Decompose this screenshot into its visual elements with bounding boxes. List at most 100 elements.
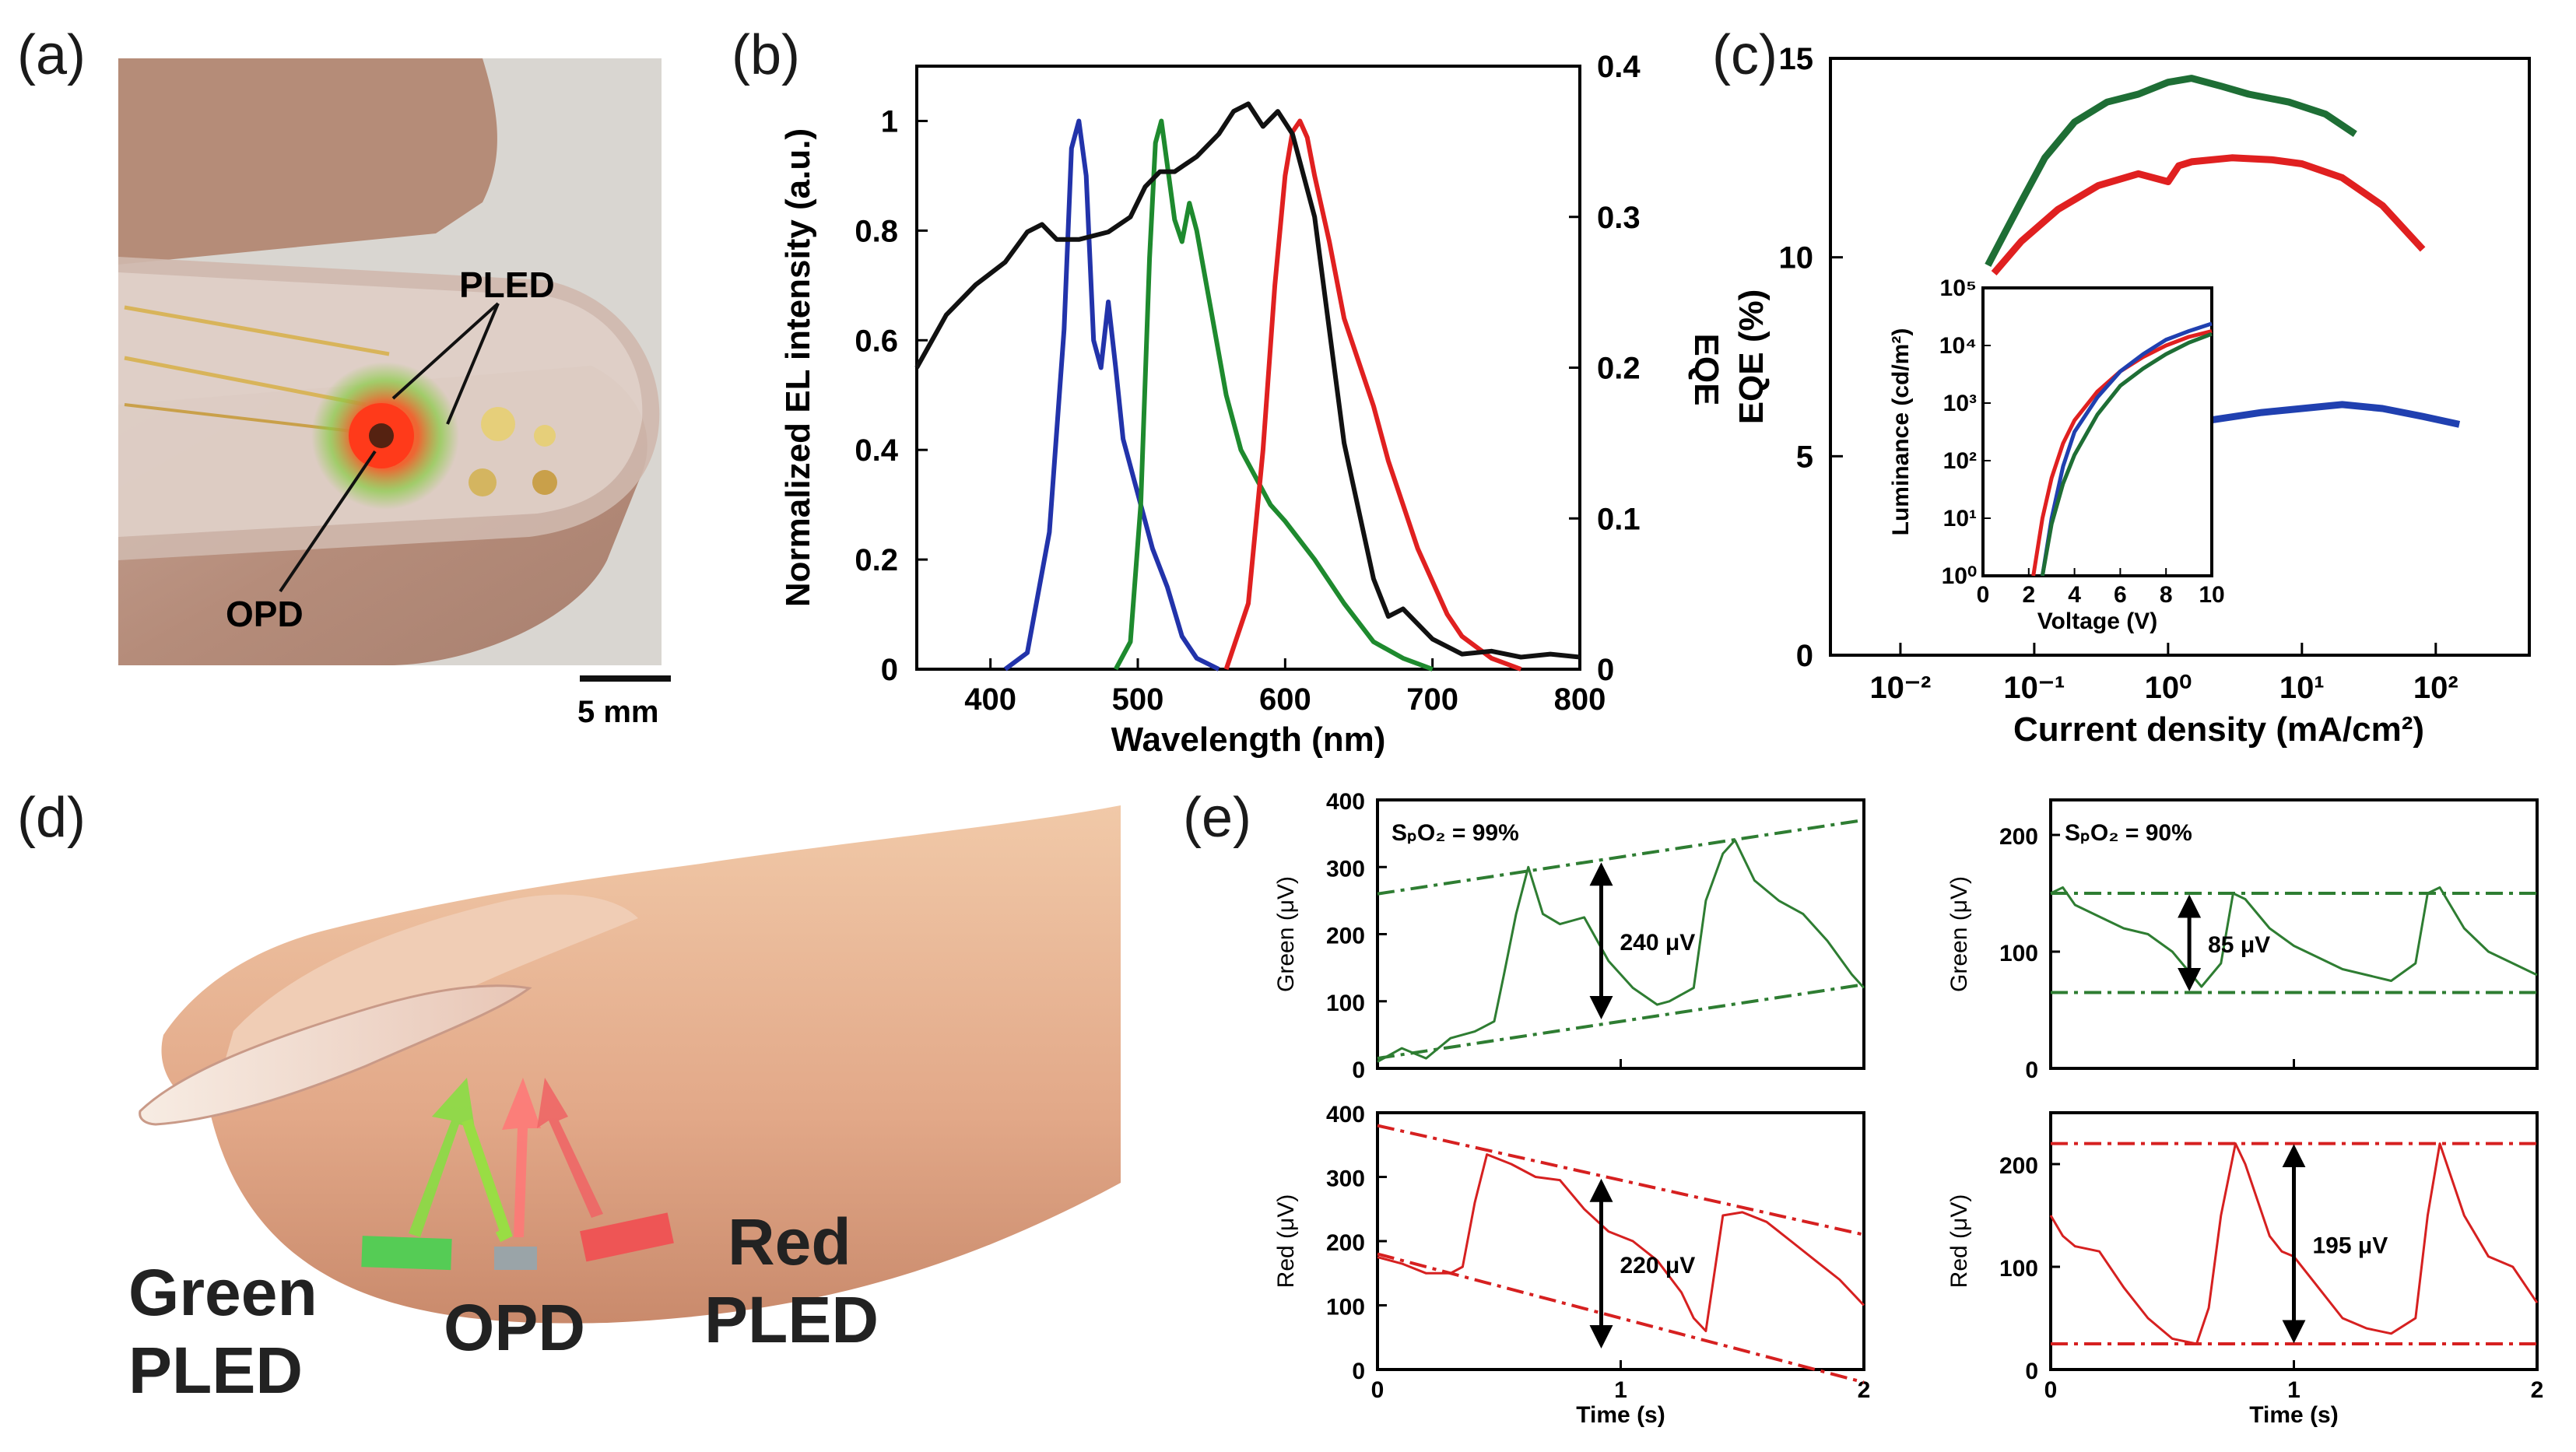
chart-e3-ytick-label: 200: [1999, 824, 2038, 850]
chart-e1-ytick-label: 100: [1326, 991, 1365, 1016]
chart-b-xlabel: Wavelength (nm): [1111, 721, 1386, 759]
chart-c-ytick-label: 15: [1779, 42, 1814, 76]
chart-e1-ytick-label: 400: [1326, 789, 1365, 815]
chart-e3-ylabel: Green (μV): [1946, 876, 1972, 992]
panel-b-letter: (b): [732, 24, 800, 86]
chart-e2-ylabel: Red (μV): [1273, 1194, 1299, 1289]
chart-e1-guide-line: [1377, 983, 1865, 1061]
chart-b-ytick-label: 0.8: [855, 214, 898, 248]
chart-e1-ytick-label: 300: [1326, 856, 1365, 882]
chart-c-inset-xtick-label: 0: [1977, 582, 1990, 608]
panel-d-letter: (d): [17, 787, 86, 849]
chart-b-series-el-green: [1113, 118, 1434, 672]
chart-e4-xlabel: Time (s): [2249, 1402, 2338, 1428]
chart-c-series-green: [1985, 75, 2357, 267]
chart-c-ylabel: EQE (%): [1732, 289, 1771, 425]
chart-b-ytick-label: 1: [881, 104, 898, 139]
chart-b-ytick-label: 0: [881, 653, 898, 687]
chart-c-inset-xtick-label: 6: [2114, 582, 2127, 608]
chart-b-series-el-blue: [1003, 118, 1220, 672]
chart-b-xtick-label: 400: [964, 682, 1016, 717]
chart-c-inset-xlabel: Voltage (V): [2037, 609, 2157, 634]
chart-e4-ytick-label: 200: [1999, 1153, 2038, 1179]
chart-b-series-el-red: [1223, 118, 1522, 672]
chart-b: 400 500 600 700 80000.20.40.60.8100.10.20.30…: [779, 50, 1725, 759]
chart-e-green-90: 0 100 200 Green (μV) SₚO₂ = 90% 85 μV: [1946, 798, 2539, 1083]
pled-pointer-1: [391, 302, 500, 400]
opd-pointer: [279, 450, 377, 593]
label-red-pled-line1: Red: [728, 1205, 851, 1278]
label-opd-illustration: OPD: [444, 1291, 585, 1364]
panel-a-photo: [118, 58, 662, 665]
panel-c-letter: (c): [1712, 24, 1778, 86]
chart-b-ylabel: Normalized EL intensity (a.u.): [779, 128, 817, 607]
chart-e4-series: [2049, 1142, 2539, 1345]
chart-c-inset-ylabel: Luminance (cd/m²): [1888, 328, 1914, 536]
chart-e-red-99: 0 100 200 300 400 0 1 2 Time (s) Red (μV) 220 μV: [1273, 1102, 1870, 1428]
chart-e1-ytick-label: 200: [1326, 924, 1365, 949]
chart-e4-ylabel: Red (μV): [1946, 1194, 1972, 1289]
chart-e1-series: [1377, 839, 1865, 1063]
chart-c-xtick-label: 10⁻¹: [2003, 671, 2065, 705]
chart-c-inset-ytick-label: 10³: [1943, 391, 1977, 416]
chart-c-inset-xtick-label: 8: [2160, 582, 2173, 608]
label-green-pled-line2: PLED: [128, 1334, 303, 1407]
chart-c-xlabel: Current density (mA/cm²): [2013, 710, 2424, 749]
panel-a-letter: (a): [17, 24, 86, 86]
chart-b-y2tick-label: 0.4: [1597, 50, 1641, 84]
chart-c-ytick-label: 10: [1779, 241, 1814, 275]
scale-bar-label: 5 mm: [577, 695, 659, 729]
chart-c-inset-ytick-label: 10⁴: [1939, 333, 1977, 359]
chart-e2-ytick-label: 100: [1326, 1295, 1365, 1320]
chart-c-inset-xtick-label: 10: [2199, 582, 2224, 608]
chart-b-y2tick-label: 0: [1597, 653, 1614, 687]
chart-e2-ytick-label: 300: [1326, 1166, 1365, 1192]
chart-c-inset-series-red: [2031, 329, 2213, 577]
chart-e2-guide-line: [1377, 1124, 1865, 1236]
chart-c-inset-series-blue: [2040, 321, 2213, 577]
chart-b-xtick-label: 700: [1406, 682, 1458, 717]
chart-c: 10⁻² 10⁻¹ 10⁰ 10¹ 10² 0 5 10 15 Current density (…: [1732, 42, 2531, 749]
chart-e2-xlabel: Time (s): [1576, 1402, 1665, 1428]
chart-c-inset-series-green: [2040, 331, 2213, 577]
chart-b-xtick-label: 600: [1259, 682, 1311, 717]
chart-e1-title: SₚO₂ = 99%: [1392, 820, 1519, 846]
chart-e3-ytick-label: 100: [1999, 941, 2038, 966]
chart-c-frame: [1829, 57, 2531, 657]
panel-e-letter: (e): [1183, 787, 1251, 849]
chart-e2-xtick-label: 0: [1371, 1377, 1385, 1403]
chart-c-inset-ytick-label: 10⁵: [1940, 275, 1977, 301]
chart-e2-xtick-label: 1: [1614, 1377, 1627, 1403]
chart-e-red-90: 0 100 200 0 1 2 Time (s) Red (μV) 195 μV: [1946, 1111, 2544, 1428]
chart-e1-ytick-label: 0: [1352, 1057, 1365, 1083]
chart-e4-ytick-label: 100: [1999, 1256, 2038, 1282]
chart-e3-ytick-label: 0: [2025, 1057, 2038, 1083]
label-opd: OPD: [226, 594, 304, 634]
chart-b-frame: [915, 65, 1581, 671]
chart-e2-guide-line: [1377, 1252, 1865, 1384]
chart-b-y2label: EQE: [1687, 334, 1725, 406]
chart-e4-ytick-label: 0: [2025, 1359, 2038, 1384]
chart-e-green-99: 0 100 200 300 400 Green (μV) SₚO₂ = 99% 240 μV: [1273, 789, 1865, 1083]
chart-e2-series: [1377, 1153, 1865, 1332]
chart-e4-xtick-label: 2: [2531, 1377, 2544, 1403]
chart-b-xtick-label: 800: [1554, 682, 1606, 717]
chart-b-y2tick-label: 0.1: [1597, 502, 1641, 536]
chart-c-xtick-label: 10²: [2413, 671, 2458, 705]
chart-e2-ytick-label: 200: [1326, 1230, 1365, 1256]
chart-e4-annotation: 195 μV: [2313, 1233, 2388, 1258]
chart-e2-annotation: 220 μV: [1620, 1253, 1696, 1278]
label-red-pled-line2: PLED: [704, 1283, 879, 1356]
chart-b-xtick-label: 500: [1112, 682, 1164, 717]
label-green-pled-line1: Green: [128, 1256, 318, 1329]
chart-c-series-red: [1991, 154, 2426, 276]
chart-e3-annotation: 85 μV: [2208, 932, 2270, 958]
chart-b-ytick-label: 0.4: [855, 433, 898, 468]
chart-e2-ytick-label: 0: [1352, 1359, 1365, 1384]
chart-e3-series: [2050, 886, 2538, 988]
chart-c-inset-frame: [1981, 286, 2213, 577]
chart-c-inset-ytick-label: 10⁰: [1942, 563, 1977, 589]
chart-e2-ytick-label: 400: [1326, 1102, 1365, 1128]
chart-e1-annotation: 240 μV: [1620, 930, 1696, 956]
